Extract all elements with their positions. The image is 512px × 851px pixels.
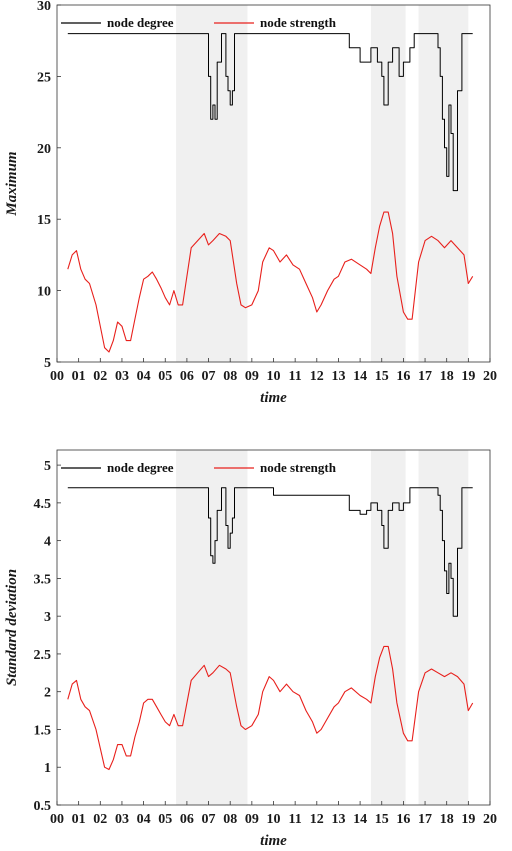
y-tick-label: 30 <box>37 0 51 14</box>
y-tick-label: 5 <box>44 356 51 371</box>
y-tick-label: 2.5 <box>34 648 52 663</box>
x-tick-label: 09 <box>245 369 259 384</box>
x-axis-label: time <box>260 833 287 849</box>
x-tick-label: 02 <box>93 812 107 827</box>
shaded-interval-3 <box>418 450 469 805</box>
x-tick-label: 19 <box>461 812 475 827</box>
legend-label: node strength <box>260 15 337 30</box>
y-tick-label: 25 <box>37 70 51 85</box>
x-tick-label: 00 <box>50 812 64 827</box>
x-tick-label: 05 <box>158 369 172 384</box>
y-tick-label: 2 <box>44 686 51 701</box>
x-tick-label: 01 <box>72 369 86 384</box>
x-tick-label: 15 <box>375 812 389 827</box>
x-tick-label: 19 <box>461 369 475 384</box>
y-tick-label: 1.5 <box>34 723 52 738</box>
x-tick-label: 04 <box>137 369 151 384</box>
y-tick-label: 10 <box>37 285 51 300</box>
y-tick-label: 20 <box>37 142 51 157</box>
shaded-interval-3 <box>418 5 469 362</box>
x-tick-label: 08 <box>223 812 237 827</box>
y-tick-label: 4 <box>44 535 51 550</box>
series-line-node-strength <box>67 645 474 771</box>
y-tick-label: 1 <box>44 761 51 776</box>
x-tick-label: 16 <box>396 812 410 827</box>
legend: node degree node strength <box>61 460 337 475</box>
x-tick-label: 12 <box>310 369 324 384</box>
y-tick-label: 3 <box>44 610 51 625</box>
plot-area <box>57 5 490 362</box>
series-line-node-degree <box>67 487 473 617</box>
shaded-interval-2 <box>370 450 406 805</box>
x-tick-label: 08 <box>223 369 237 384</box>
chart-panel-2: 00 01 02 03 04 05 06 07 08 09 10 11 12 13 14 15 16 17 18 19… <box>4 449 497 849</box>
x-tick-label: 05 <box>158 812 172 827</box>
x-tick-label: 14 <box>353 369 367 384</box>
x-tick-label: 03 <box>115 812 129 827</box>
x-tick-label: 04 <box>137 812 151 827</box>
x-tick-label: 20 <box>483 812 497 827</box>
y-axis-label: Standard deviation <box>4 569 20 686</box>
legend-label: node degree <box>107 460 174 475</box>
x-tick-label: 07 <box>202 369 216 384</box>
x-tick-label: 02 <box>93 369 107 384</box>
series-line-node-strength <box>67 211 474 353</box>
x-tick-label: 07 <box>202 812 216 827</box>
x-tick-label: 17 <box>418 812 432 827</box>
x-tick-label: 18 <box>440 812 454 827</box>
y-tick-label: 5 <box>44 459 51 474</box>
x-tick-label: 20 <box>483 369 497 384</box>
legend: node degree node strength <box>61 15 337 30</box>
x-tick-label: 01 <box>72 812 86 827</box>
x-tick-label: 06 <box>180 812 194 827</box>
x-tick-label: 15 <box>375 369 389 384</box>
x-tick-label: 18 <box>440 369 454 384</box>
x-tick-label: 00 <box>50 369 64 384</box>
x-tick-label: 06 <box>180 369 194 384</box>
shaded-interval-2 <box>370 5 406 362</box>
x-tick-label: 10 <box>267 369 281 384</box>
x-tick-label: 12 <box>310 812 324 827</box>
y-tick-label: 15 <box>37 213 51 228</box>
y-axis-label: Maximum <box>4 151 20 216</box>
x-tick-label: 13 <box>331 369 345 384</box>
x-tick-label: 17 <box>418 369 432 384</box>
x-tick-label: 10 <box>267 812 281 827</box>
x-tick-label: 16 <box>396 369 410 384</box>
shaded-interval-1 <box>176 450 248 805</box>
x-tick-label: 11 <box>289 812 302 827</box>
plot-area <box>57 450 490 805</box>
x-tick-label: 13 <box>331 812 345 827</box>
legend-label: node strength <box>260 460 337 475</box>
x-tick-label: 14 <box>353 812 367 827</box>
y-tick-label: 4.5 <box>34 497 52 512</box>
y-tick-label: 3.5 <box>34 572 52 587</box>
x-tick-label: 03 <box>115 369 129 384</box>
x-axis-label: time <box>260 390 287 406</box>
legend-label: node degree <box>107 15 174 30</box>
x-tick-label: 11 <box>289 369 302 384</box>
y-tick-label: 0.5 <box>34 799 52 814</box>
chart-panel-1: 00 01 02 03 04 05 06 07 08 09 10 11 12 13 14 15 16 17 18 19… <box>4 0 497 406</box>
shaded-interval-1 <box>176 5 248 362</box>
series-line-node-degree <box>67 33 473 192</box>
x-tick-label: 09 <box>245 812 259 827</box>
